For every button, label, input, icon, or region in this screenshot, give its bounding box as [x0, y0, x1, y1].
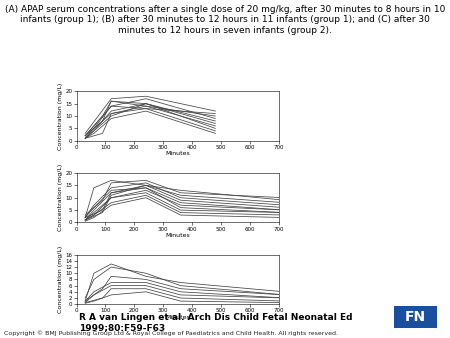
X-axis label: Minutes: Minutes — [166, 315, 190, 320]
Text: FN: FN — [405, 310, 426, 324]
X-axis label: Minutes: Minutes — [166, 151, 190, 156]
Text: Copyright © BMJ Publishing Group Ltd & Royal College of Paediatrics and Child He: Copyright © BMJ Publishing Group Ltd & R… — [4, 331, 338, 336]
Text: (A) APAP serum concentrations after a single dose of 20 mg/kg, after 30 minutes : (A) APAP serum concentrations after a si… — [5, 5, 445, 35]
Text: R A van Lingen et al. Arch Dis Child Fetal Neonatal Ed
1999;80:F59-F63: R A van Lingen et al. Arch Dis Child Fet… — [79, 313, 352, 332]
Y-axis label: Concentration (mg/L): Concentration (mg/L) — [58, 164, 63, 231]
Y-axis label: Concentration (mg/L): Concentration (mg/L) — [58, 246, 63, 313]
Y-axis label: Concentration (mg/L): Concentration (mg/L) — [58, 82, 63, 150]
X-axis label: Minutes: Minutes — [166, 233, 190, 238]
